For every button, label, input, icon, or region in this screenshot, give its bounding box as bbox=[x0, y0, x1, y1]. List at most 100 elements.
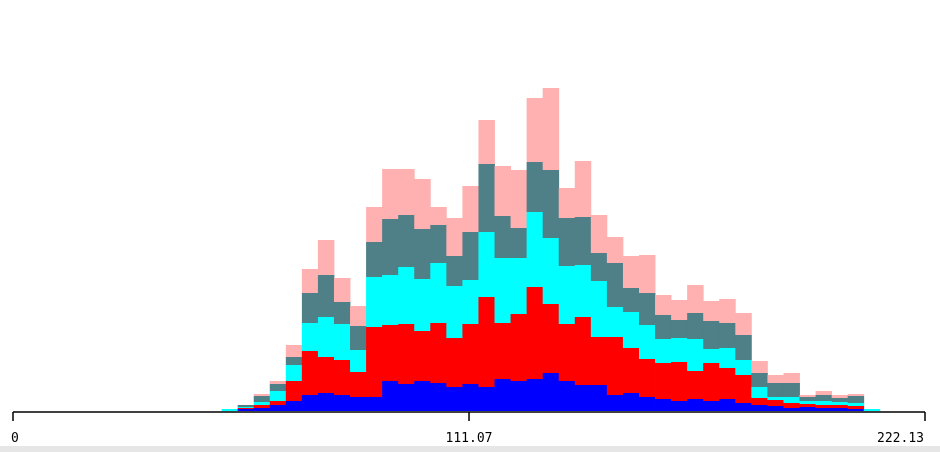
bar-segment-series3-bin30 bbox=[703, 321, 720, 349]
bar-segment-series2-bin26 bbox=[639, 325, 656, 359]
bar-segment-series2-bin20 bbox=[542, 238, 560, 304]
bar-segment-series0-bin17 bbox=[494, 379, 511, 411]
bar-segment-series4-bin17 bbox=[494, 166, 511, 216]
bar-segment-series4-bin9 bbox=[366, 207, 383, 242]
bar-segment-series0-bin37 bbox=[815, 408, 833, 411]
bar-segment-series3-bin8 bbox=[350, 326, 367, 350]
bar-segment-series2-bin28 bbox=[671, 338, 688, 362]
bar-segment-series1-bin31 bbox=[719, 368, 736, 399]
bar-segment-series3-bin32 bbox=[735, 335, 752, 360]
bar-segment-series2-bin2 bbox=[253, 402, 271, 405]
bar-segment-series1-bin6 bbox=[317, 357, 335, 393]
bar-segment-series3-bin38 bbox=[831, 398, 849, 402]
bar-segment-series3-bin37 bbox=[815, 395, 833, 401]
bar-segment-series2-bin37 bbox=[815, 401, 833, 405]
bar-segment-series2-bin27 bbox=[655, 339, 672, 363]
bar-segment-series2-bin4 bbox=[285, 365, 303, 381]
bar-segment-series0-bin13 bbox=[430, 383, 447, 411]
bar-segment-series1-bin14 bbox=[446, 338, 463, 387]
bar-segment-series4-bin2 bbox=[253, 394, 271, 396]
bar-segment-series3-bin3 bbox=[269, 384, 287, 391]
bar-segment-series3-bin2 bbox=[253, 396, 271, 402]
bar-segment-series3-bin26 bbox=[639, 293, 656, 325]
bar-segment-series2-bin10 bbox=[382, 275, 399, 325]
bar-segment-series1-bin28 bbox=[671, 362, 688, 401]
bar-segment-series3-bin6 bbox=[317, 275, 335, 317]
bar-segment-series2-bin21 bbox=[558, 266, 576, 324]
bar-segment-series0-bin19 bbox=[526, 379, 544, 411]
bar-segment-series0-bin27 bbox=[655, 399, 672, 411]
bar-segment-series4-bin5 bbox=[301, 269, 319, 293]
bar-segment-series0-bin34 bbox=[767, 406, 784, 411]
bar-segment-series2-bin8 bbox=[350, 350, 367, 372]
bar-segment-series3-bin18 bbox=[510, 228, 528, 258]
bar-segment-series2-bin25 bbox=[622, 312, 640, 348]
bar-segment-series4-bin30 bbox=[703, 301, 720, 321]
bar-segment-series2-bin32 bbox=[735, 360, 752, 375]
bar-segment-series0-bin2 bbox=[253, 408, 271, 411]
bar-segment-series3-bin36 bbox=[799, 397, 816, 401]
bar-segment-series2-bin13 bbox=[430, 263, 447, 323]
bar-segment-series3-bin9 bbox=[366, 242, 383, 277]
bar-segment-series0-bin9 bbox=[366, 397, 383, 411]
bar-segment-series1-bin9 bbox=[366, 327, 383, 397]
bar-segment-series1-bin21 bbox=[558, 324, 576, 381]
bar-segment-series3-bin25 bbox=[622, 288, 640, 312]
bar-segment-series3-bin31 bbox=[719, 323, 736, 348]
bar-segment-series2-bin30 bbox=[703, 349, 720, 363]
bar-segment-series4-bin6 bbox=[317, 240, 335, 275]
bar-segment-series2-bin0 bbox=[221, 409, 239, 411]
bar-segment-series2-bin33 bbox=[751, 387, 768, 398]
bar-segment-series1-bin20 bbox=[542, 304, 560, 373]
bar-segment-series1-bin18 bbox=[510, 314, 528, 381]
bar-segment-series0-bin1 bbox=[237, 409, 255, 411]
bar-segment-series0-bin4 bbox=[285, 401, 303, 411]
bar-segment-series4-bin7 bbox=[333, 278, 351, 302]
bar-segment-series0-bin24 bbox=[606, 395, 624, 411]
x-axis: 0 111.07 222.13 bbox=[11, 411, 926, 446]
bar-segment-series0-bin32 bbox=[735, 403, 752, 411]
bar-segment-series1-bin11 bbox=[398, 324, 415, 384]
bar-segment-series4-bin37 bbox=[815, 391, 833, 395]
bar-segment-series4-bin35 bbox=[783, 373, 800, 383]
chart-bars bbox=[221, 88, 881, 411]
bar-segment-series2-bin17 bbox=[494, 258, 511, 323]
bar-segment-series2-bin31 bbox=[719, 348, 736, 368]
bar-segment-series2-bin3 bbox=[269, 391, 287, 401]
bar-segment-series3-bin29 bbox=[687, 313, 704, 339]
bar-segment-series1-bin37 bbox=[815, 405, 833, 408]
bar-segment-series1-bin2 bbox=[253, 405, 271, 408]
bar-segment-series3-bin14 bbox=[446, 256, 463, 286]
bar-segment-series4-bin10 bbox=[382, 169, 399, 219]
bar-segment-series3-bin22 bbox=[574, 217, 592, 265]
bar-segment-series1-bin15 bbox=[462, 324, 479, 384]
bar-segment-series1-bin8 bbox=[350, 372, 367, 397]
bar-segment-series4-bin34 bbox=[767, 375, 784, 383]
bar-segment-series1-bin27 bbox=[655, 363, 672, 399]
bar-segment-series3-bin34 bbox=[767, 383, 784, 397]
bar-segment-series1-bin12 bbox=[414, 331, 431, 381]
bar-segment-series1-bin25 bbox=[622, 348, 640, 393]
bar-segment-series3-bin39 bbox=[847, 396, 865, 403]
bar-segment-series4-bin21 bbox=[558, 188, 576, 218]
bar-segment-series1-bin19 bbox=[526, 287, 544, 379]
bar-segment-series1-bin36 bbox=[799, 404, 816, 407]
bar-segment-series1-bin32 bbox=[735, 375, 752, 403]
bar-segment-series4-bin31 bbox=[719, 299, 736, 323]
bar-segment-series3-bin10 bbox=[382, 219, 399, 275]
bar-segment-series2-bin38 bbox=[831, 402, 849, 405]
bar-segment-series2-bin24 bbox=[606, 307, 624, 337]
bar-segment-series0-bin15 bbox=[462, 384, 479, 411]
x-tick-label-1: 111.07 bbox=[446, 431, 493, 446]
bar-segment-series4-bin4 bbox=[285, 345, 303, 357]
bar-segment-series3-bin16 bbox=[478, 164, 495, 232]
bar-segment-series0-bin38 bbox=[831, 408, 849, 411]
bar-segment-series0-bin10 bbox=[382, 381, 399, 411]
bar-segment-series4-bin28 bbox=[671, 300, 688, 320]
bar-segment-series2-bin18 bbox=[510, 258, 528, 314]
bar-segment-series2-bin40 bbox=[863, 409, 881, 411]
bar-segment-series1-bin16 bbox=[478, 297, 495, 387]
bar-segment-series4-bin27 bbox=[655, 295, 672, 315]
bar-segment-series4-bin13 bbox=[430, 207, 447, 225]
bar-segment-series4-bin32 bbox=[735, 313, 752, 335]
